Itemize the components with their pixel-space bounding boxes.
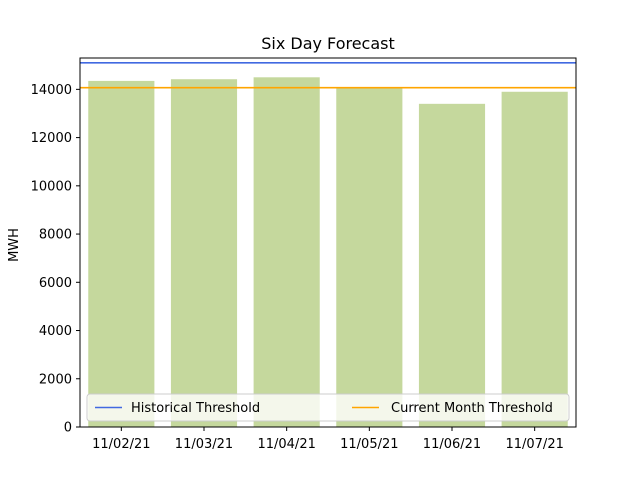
- threshold-lines: [80, 62, 576, 89]
- y-tick-label: 14000: [31, 83, 72, 98]
- legend: Historical Threshold Current Month Thresh…: [86, 393, 570, 422]
- legend-label-0: Historical Threshold: [131, 401, 260, 416]
- y-tick-label: 10000: [31, 179, 72, 194]
- x-tick-label: 11/03/21: [175, 437, 233, 452]
- y-axis: 0 2000 4000 6000 8000 10000 12000 14000: [31, 83, 80, 436]
- chart-title: Six Day Forecast: [261, 34, 395, 53]
- x-tick-label: 11/02/21: [92, 437, 150, 452]
- x-tick-label: 11/07/21: [505, 437, 563, 452]
- y-tick-label: 8000: [39, 228, 72, 243]
- bar-11/07/21: [501, 91, 568, 427]
- plot-frame: [79, 57, 577, 428]
- y-tick-label: 0: [64, 421, 72, 436]
- y-axis-label: MWH: [7, 228, 22, 262]
- x-tick-label: 11/06/21: [423, 437, 481, 452]
- x-tick-label: 11/04/21: [257, 437, 315, 452]
- bar-11/04/21: [253, 77, 320, 427]
- legend-label-1: Current Month Threshold: [391, 401, 553, 416]
- y-tick-label: 4000: [39, 324, 72, 339]
- legend-box: [86, 393, 570, 422]
- y-tick-label: 6000: [39, 276, 72, 291]
- x-tick-label: 11/05/21: [340, 437, 398, 452]
- x-axis: 11/02/21 11/03/21 11/04/21 11/05/21 11/06/21…: [92, 427, 564, 452]
- bars-group: [88, 77, 568, 428]
- bar-11/02/21: [88, 80, 155, 427]
- bar-11/06/21: [418, 103, 486, 427]
- bar-11/05/21: [336, 88, 403, 427]
- bar-11/03/21: [170, 79, 238, 428]
- y-tick-label: 12000: [31, 131, 72, 146]
- y-tick-label: 2000: [39, 372, 72, 387]
